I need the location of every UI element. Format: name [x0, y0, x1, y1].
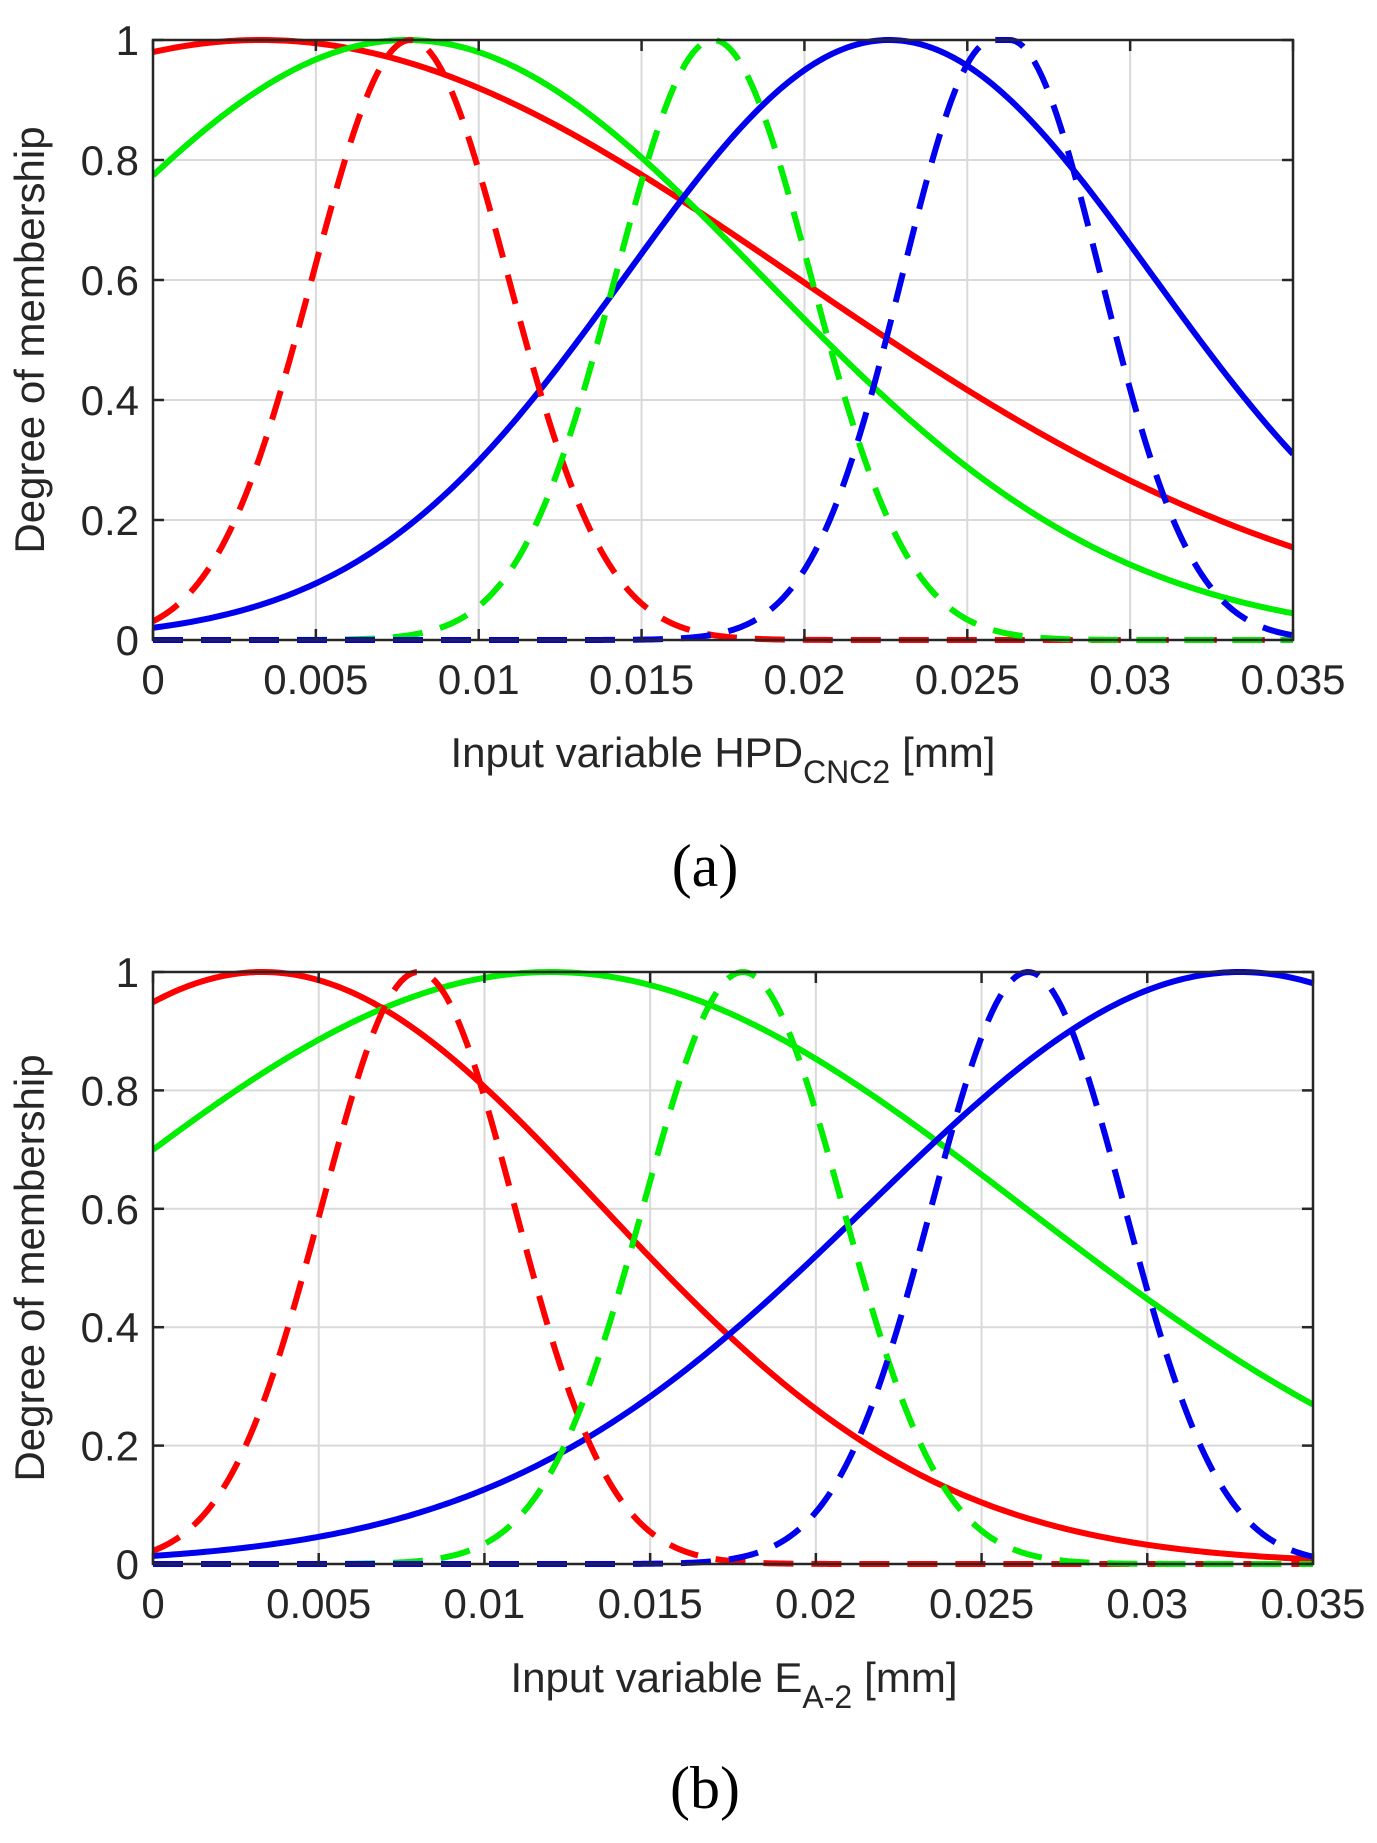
- series-line-medium-narrow: [153, 37, 1293, 643]
- y-tick-label: 0.4: [81, 377, 139, 424]
- x-tick-label: 0.015: [598, 1580, 703, 1627]
- series-line-low-wide: [153, 37, 1293, 551]
- x-axis-label-subscript: A-2: [802, 1679, 852, 1715]
- panel-label-a: (a): [672, 833, 739, 899]
- x-axis-label-main: Input variable E: [511, 1654, 803, 1701]
- x-tick-label: 0: [141, 656, 164, 703]
- series-line-medium-wide: [153, 969, 1313, 1408]
- x-axis-label-unit: [mm]: [902, 729, 995, 776]
- x-tick-label: 0.02: [775, 1580, 857, 1627]
- chart-panel-a: Degree of membership Input variable HPDC…: [6, 17, 1346, 899]
- y-tick-label: 0.2: [81, 497, 139, 544]
- x-axis-label: Input variable EA-2 [mm]: [511, 1654, 958, 1715]
- axes-frame: [151, 38, 1295, 642]
- y-tick-label: 0.6: [81, 257, 139, 304]
- series-line-high-wide: [153, 37, 1293, 631]
- x-tick-label: 0.01: [438, 656, 520, 703]
- series-line-high-narrow: [153, 37, 1293, 643]
- ticks: 0 0.005 0.01 0.015 0.02 0.025 0.03 0.035 0 0.2 0.4…: [81, 949, 1366, 1627]
- x-axis-label-unit: [mm]: [864, 1654, 957, 1701]
- y-tick-label: 0.8: [81, 1067, 139, 1114]
- y-tick-label: 0.4: [81, 1304, 139, 1351]
- axes-frame: [151, 970, 1315, 1566]
- x-tick-label: 0.01: [444, 1580, 526, 1627]
- series-line-high-wide: [153, 969, 1313, 1559]
- x-tick-label: 0.015: [589, 656, 694, 703]
- x-axis-label-subscript: CNC2: [803, 754, 890, 790]
- series-line-low-narrow: [153, 37, 1293, 643]
- chart-panel-b: Degree of membership Input variable EA-2…: [6, 949, 1366, 1821]
- panel-label-b: (b): [670, 1755, 740, 1821]
- y-tick-label: 0: [116, 1541, 139, 1588]
- y-tick-label: 0: [116, 617, 139, 664]
- x-tick-label: 0.03: [1106, 1580, 1188, 1627]
- ticks: 0 0.005 0.01 0.015 0.02 0.025 0.03 0.035 0 0.2 0.4…: [81, 17, 1346, 703]
- y-tick-label: 1: [116, 949, 139, 996]
- series-line-high-narrow: [153, 969, 1313, 1567]
- x-tick-label: 0.025: [929, 1580, 1034, 1627]
- y-axis-label: Degree of membership: [6, 1054, 53, 1481]
- y-tick-label: 0.6: [81, 1186, 139, 1233]
- x-tick-label: 0.005: [263, 656, 368, 703]
- x-tick-label: 0.035: [1260, 1580, 1365, 1627]
- series-group: [153, 37, 1293, 643]
- y-tick-label: 1: [116, 17, 139, 64]
- x-tick-label: 0.02: [764, 656, 846, 703]
- x-axis-label-main: Input variable HPD: [451, 729, 804, 776]
- x-tick-label: 0.03: [1089, 656, 1171, 703]
- x-tick-label: 0.035: [1240, 656, 1345, 703]
- x-tick-label: 0.025: [915, 656, 1020, 703]
- x-axis-label: Input variable HPDCNC2 [mm]: [451, 729, 996, 790]
- x-tick-label: 0.005: [266, 1580, 371, 1627]
- y-axis-label: Degree of membership: [6, 126, 53, 553]
- series-group: [153, 969, 1313, 1567]
- x-tick-label: 0: [141, 1580, 164, 1627]
- y-tick-label: 0.8: [81, 137, 139, 184]
- series-line-low-wide: [153, 969, 1313, 1563]
- series-line-medium-wide: [153, 37, 1293, 617]
- grid: [153, 40, 1293, 640]
- y-tick-label: 0.2: [81, 1423, 139, 1470]
